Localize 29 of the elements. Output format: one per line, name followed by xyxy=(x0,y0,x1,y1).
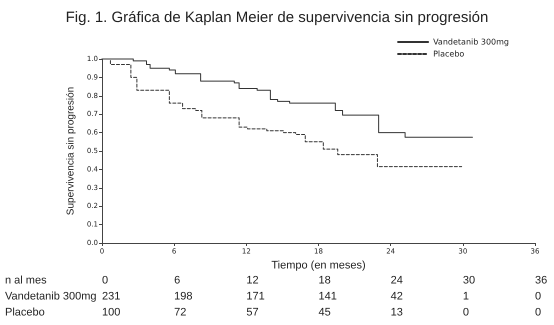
text: Vandetanib 300mg xyxy=(5,290,97,302)
text: Placebo xyxy=(5,306,45,318)
text: 45 xyxy=(318,306,331,318)
text: 36 xyxy=(535,274,548,286)
text: 0 xyxy=(535,306,542,318)
text: 0 xyxy=(102,274,108,286)
text: 231 xyxy=(102,290,120,302)
text: 1 xyxy=(462,290,469,302)
y-axis-title: Supervivencia sin progresión xyxy=(65,86,76,216)
text: 198 xyxy=(174,290,193,302)
text: 42 xyxy=(390,290,403,302)
legend-label: Placebo xyxy=(433,50,464,58)
text: n al mes xyxy=(5,274,48,286)
text: 6 xyxy=(174,274,180,286)
text: 12 xyxy=(246,274,259,286)
text: 57 xyxy=(246,306,259,318)
text: 13 xyxy=(390,306,403,318)
legend-label: Vandetanib 300mg xyxy=(433,38,510,46)
text: 141 xyxy=(318,290,337,302)
text: 0 xyxy=(535,290,542,302)
text: 100 xyxy=(102,306,120,318)
text: 24 xyxy=(390,274,403,286)
text: 72 xyxy=(174,306,186,318)
text: 171 xyxy=(246,290,265,302)
x-axis-title: Tiempo (en meses) xyxy=(271,260,366,272)
chart-title: Fig. 1. Gráfica de Kaplan Meier de supervivencia sin progresión xyxy=(66,9,488,26)
text: 0 xyxy=(462,306,469,318)
text: 30 xyxy=(462,274,476,286)
text: 18 xyxy=(318,274,331,286)
